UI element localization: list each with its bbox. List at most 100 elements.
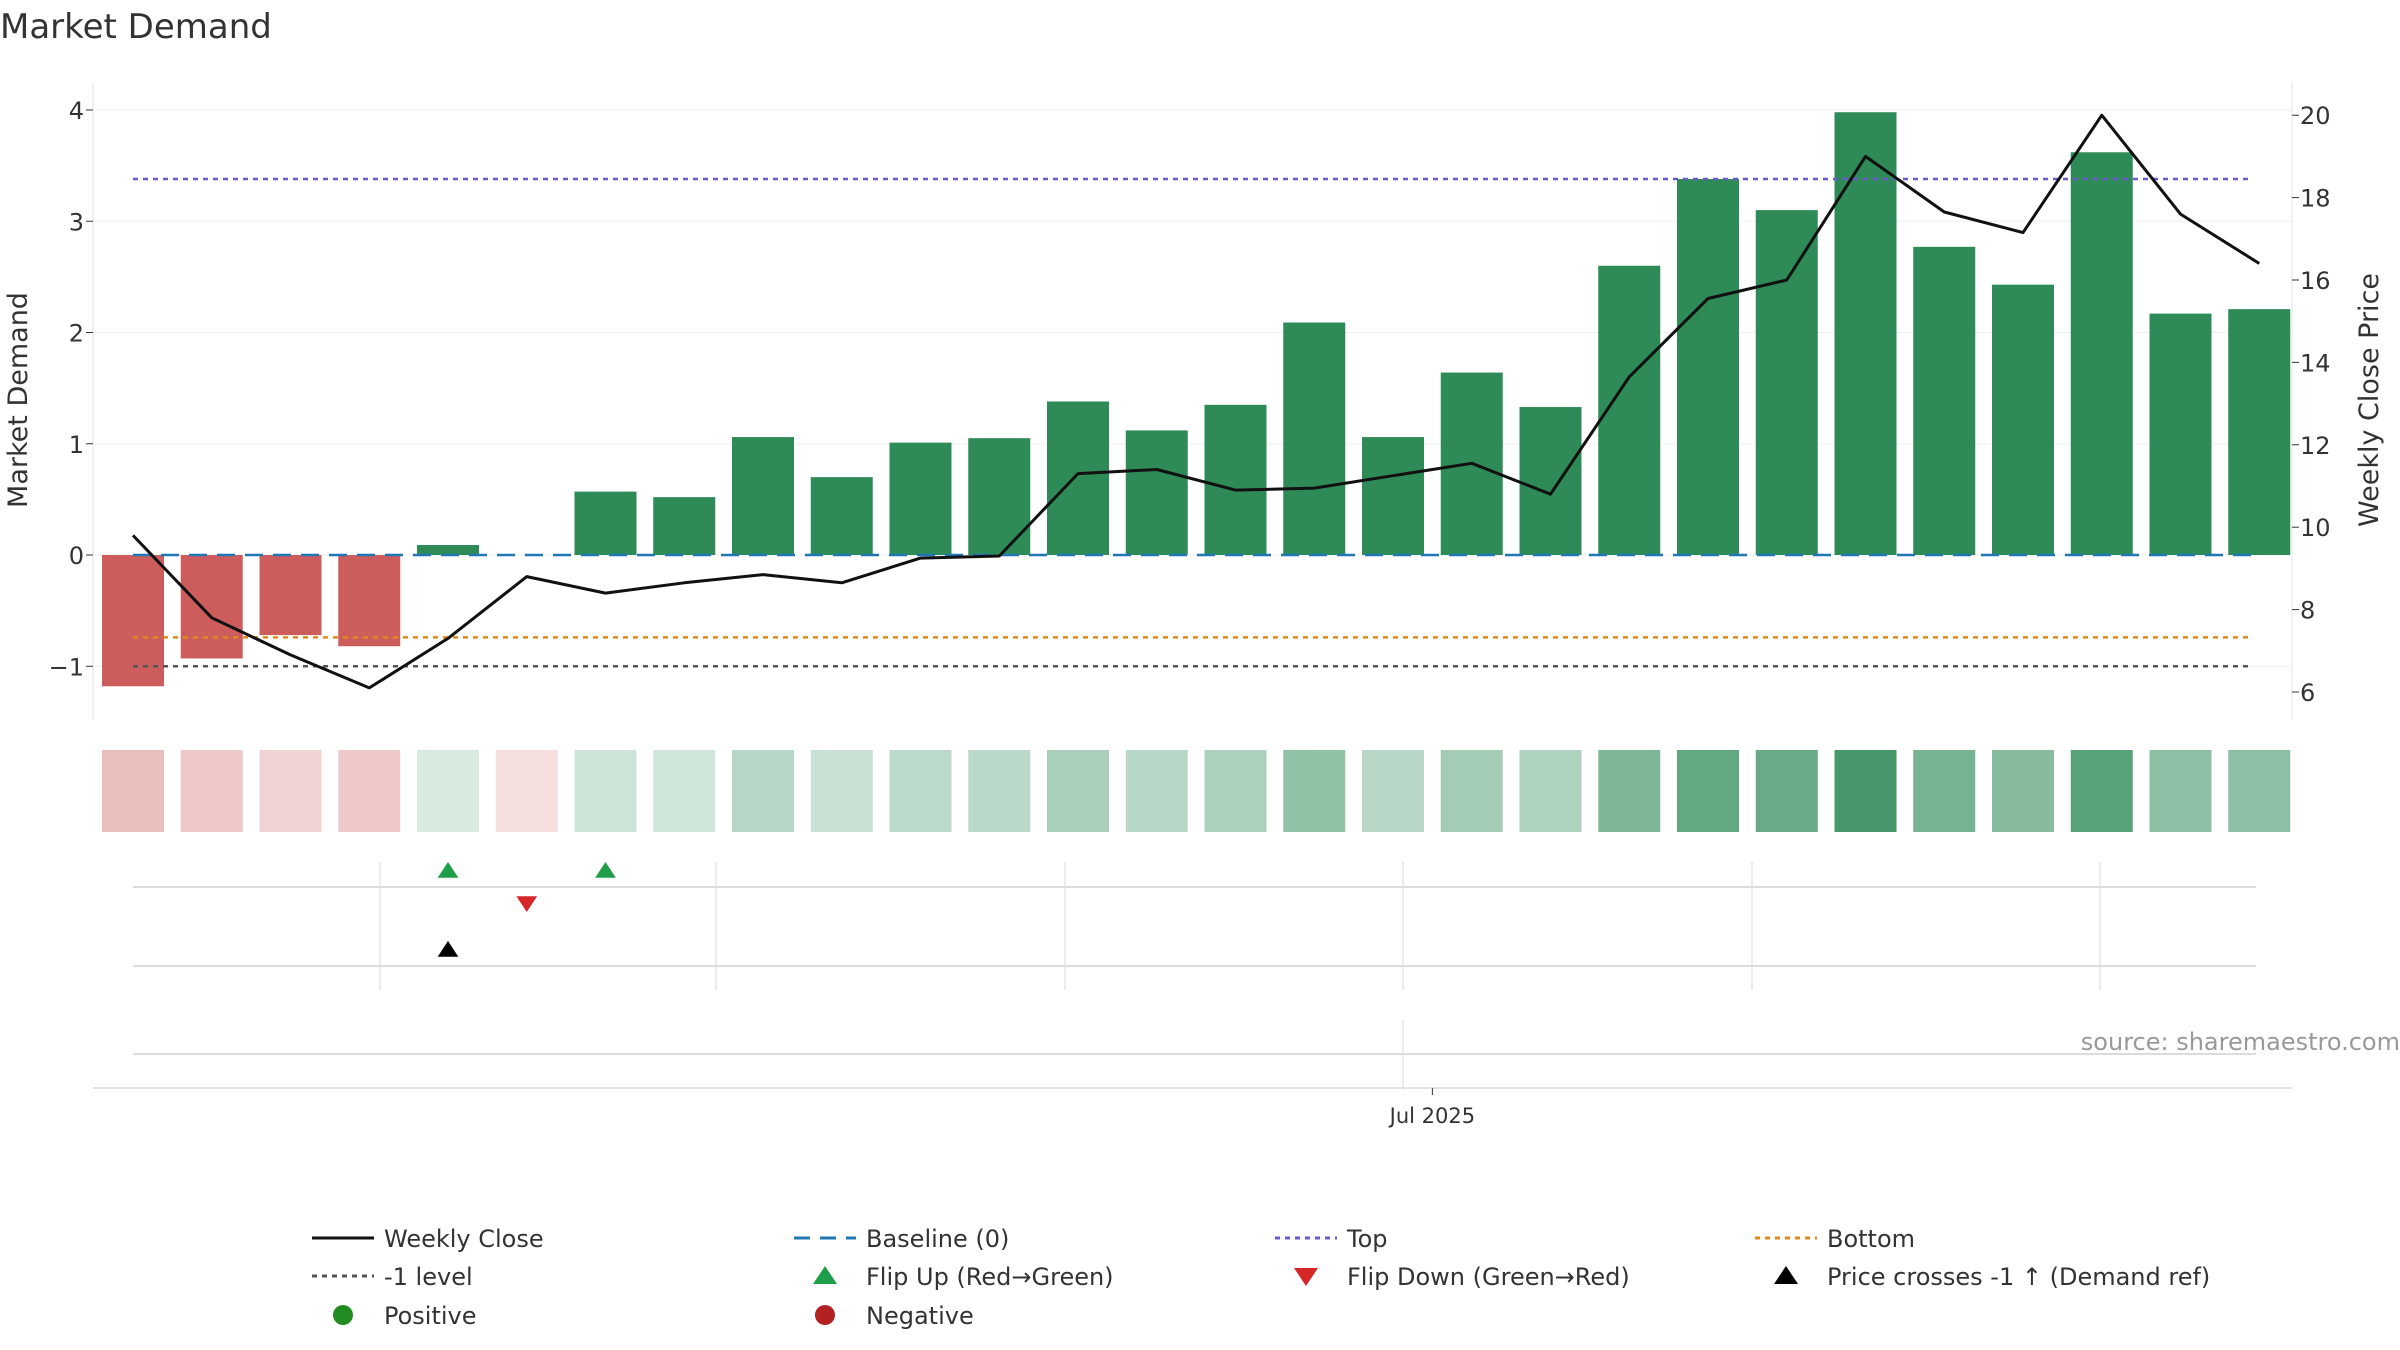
heat-cell	[1913, 750, 1976, 832]
demand-bar	[810, 477, 873, 555]
demand-bar	[1125, 430, 1188, 555]
heat-cell	[2070, 750, 2133, 832]
legend-swatch	[333, 1305, 353, 1325]
legend-label: Price crosses -1 ↑ (Demand ref)	[1827, 1263, 2210, 1291]
heat-cell	[1992, 750, 2054, 832]
heat-cell	[889, 750, 952, 832]
right-tick-label: 20	[2300, 102, 2331, 130]
legend-label: Flip Up (Red→Green)	[866, 1263, 1114, 1291]
legend-label: Weekly Close	[384, 1225, 544, 1253]
legend-label: -1 level	[384, 1263, 473, 1291]
left-tick-label: 3	[69, 208, 84, 236]
demand-bar	[1047, 401, 1109, 555]
demand-bar	[1362, 437, 1424, 555]
demand-bar	[574, 491, 637, 555]
demand-bar	[1677, 178, 1739, 555]
legend-item: Bottom	[1755, 1225, 1915, 1253]
demand-bar	[2149, 313, 2212, 555]
heat-cell	[1047, 750, 1109, 832]
heat-cell	[1598, 750, 1661, 832]
demand-bar	[1598, 265, 1661, 555]
heat-cell	[1677, 750, 1739, 832]
price-cross-marker	[437, 941, 459, 957]
heat-cell	[1519, 750, 1582, 832]
legend-item: Price crosses -1 ↑ (Demand ref)	[1774, 1263, 2210, 1291]
demand-bar	[417, 544, 479, 555]
heat-cell	[338, 750, 401, 832]
demand-bar	[889, 442, 952, 555]
demand-bar	[1283, 322, 1346, 555]
legend-item: Negative	[815, 1302, 974, 1330]
legend-item: Flip Up (Red→Green)	[813, 1263, 1114, 1291]
heat-cell	[1834, 750, 1897, 832]
x-tick-label: Jul 2025	[1388, 1104, 1475, 1128]
heat-cell	[180, 750, 243, 832]
legend-item: -1 level	[312, 1263, 473, 1291]
demand-bar	[2070, 152, 2133, 555]
left-tick-label: 0	[69, 542, 84, 570]
heat-cell	[574, 750, 637, 832]
source-watermark: source: sharemaestro.com	[2081, 1028, 2400, 1056]
demand-bar	[1204, 404, 1267, 555]
right-tick-label: 14	[2300, 349, 2331, 377]
heat-cell	[417, 750, 479, 832]
demand-bar	[2228, 309, 2291, 555]
legend-swatch	[1774, 1266, 1798, 1284]
heat-cell	[653, 750, 716, 832]
legend-item: Top	[1275, 1225, 1388, 1253]
right-tick-label: 18	[2300, 185, 2331, 213]
heat-cell	[2149, 750, 2212, 832]
heat-cell	[495, 750, 558, 832]
heat-cell	[2228, 750, 2291, 832]
left-tick-label: 1	[69, 431, 84, 459]
demand-bar	[102, 555, 164, 687]
legend-label: Baseline (0)	[866, 1225, 1009, 1253]
y-axis-left-label: Market Demand	[3, 292, 34, 508]
y-axis-right-label: Weekly Close Price	[2354, 273, 2385, 527]
legend-label: Top	[1346, 1225, 1388, 1253]
legend-label: Bottom	[1827, 1225, 1915, 1253]
demand-bar	[1519, 407, 1582, 555]
demand-bar	[653, 497, 716, 555]
legend-swatch	[813, 1266, 837, 1284]
demand-bar	[1834, 112, 1897, 555]
demand-bar	[180, 555, 243, 659]
demand-bar	[1913, 246, 1976, 555]
heat-cell	[968, 750, 1031, 832]
heat-cell	[1204, 750, 1267, 832]
heat-cell	[1283, 750, 1346, 832]
legend-item: Flip Down (Green→Red)	[1294, 1263, 1630, 1291]
chart-legend: Weekly Close Baseline (0) Top Bottom -1 leve…	[312, 1225, 2210, 1330]
legend-swatch	[815, 1305, 835, 1325]
heat-cell	[259, 750, 322, 832]
left-tick-label: 4	[69, 97, 84, 125]
heat-cell	[1125, 750, 1188, 832]
flip-up-marker	[437, 862, 459, 878]
demand-bar	[968, 438, 1031, 555]
legend-item: Positive	[333, 1302, 477, 1330]
demand-bar	[1755, 210, 1818, 555]
right-tick-label: 6	[2300, 679, 2315, 707]
heat-cell	[732, 750, 794, 832]
heat-cell	[1755, 750, 1818, 832]
right-tick-label: 16	[2300, 267, 2331, 295]
demand-heat-strip	[102, 750, 2291, 832]
heat-cell	[810, 750, 873, 832]
heat-cell	[102, 750, 164, 832]
flip-up-marker	[595, 862, 616, 878]
heat-cell	[1440, 750, 1503, 832]
left-tick-label: −1	[49, 653, 84, 681]
flip-down-marker	[516, 896, 538, 912]
legend-label: Positive	[384, 1302, 477, 1330]
right-tick-label: 12	[2300, 432, 2331, 460]
left-tick-label: 2	[69, 320, 84, 348]
weekly-close-line	[131, 113, 2261, 690]
demand-bar	[259, 555, 322, 636]
legend-item: Weekly Close	[312, 1225, 544, 1253]
legend-label: Negative	[866, 1302, 974, 1330]
demand-bar	[1992, 284, 2054, 555]
demand-bar	[732, 437, 794, 555]
right-tick-label: 8	[2300, 597, 2315, 625]
